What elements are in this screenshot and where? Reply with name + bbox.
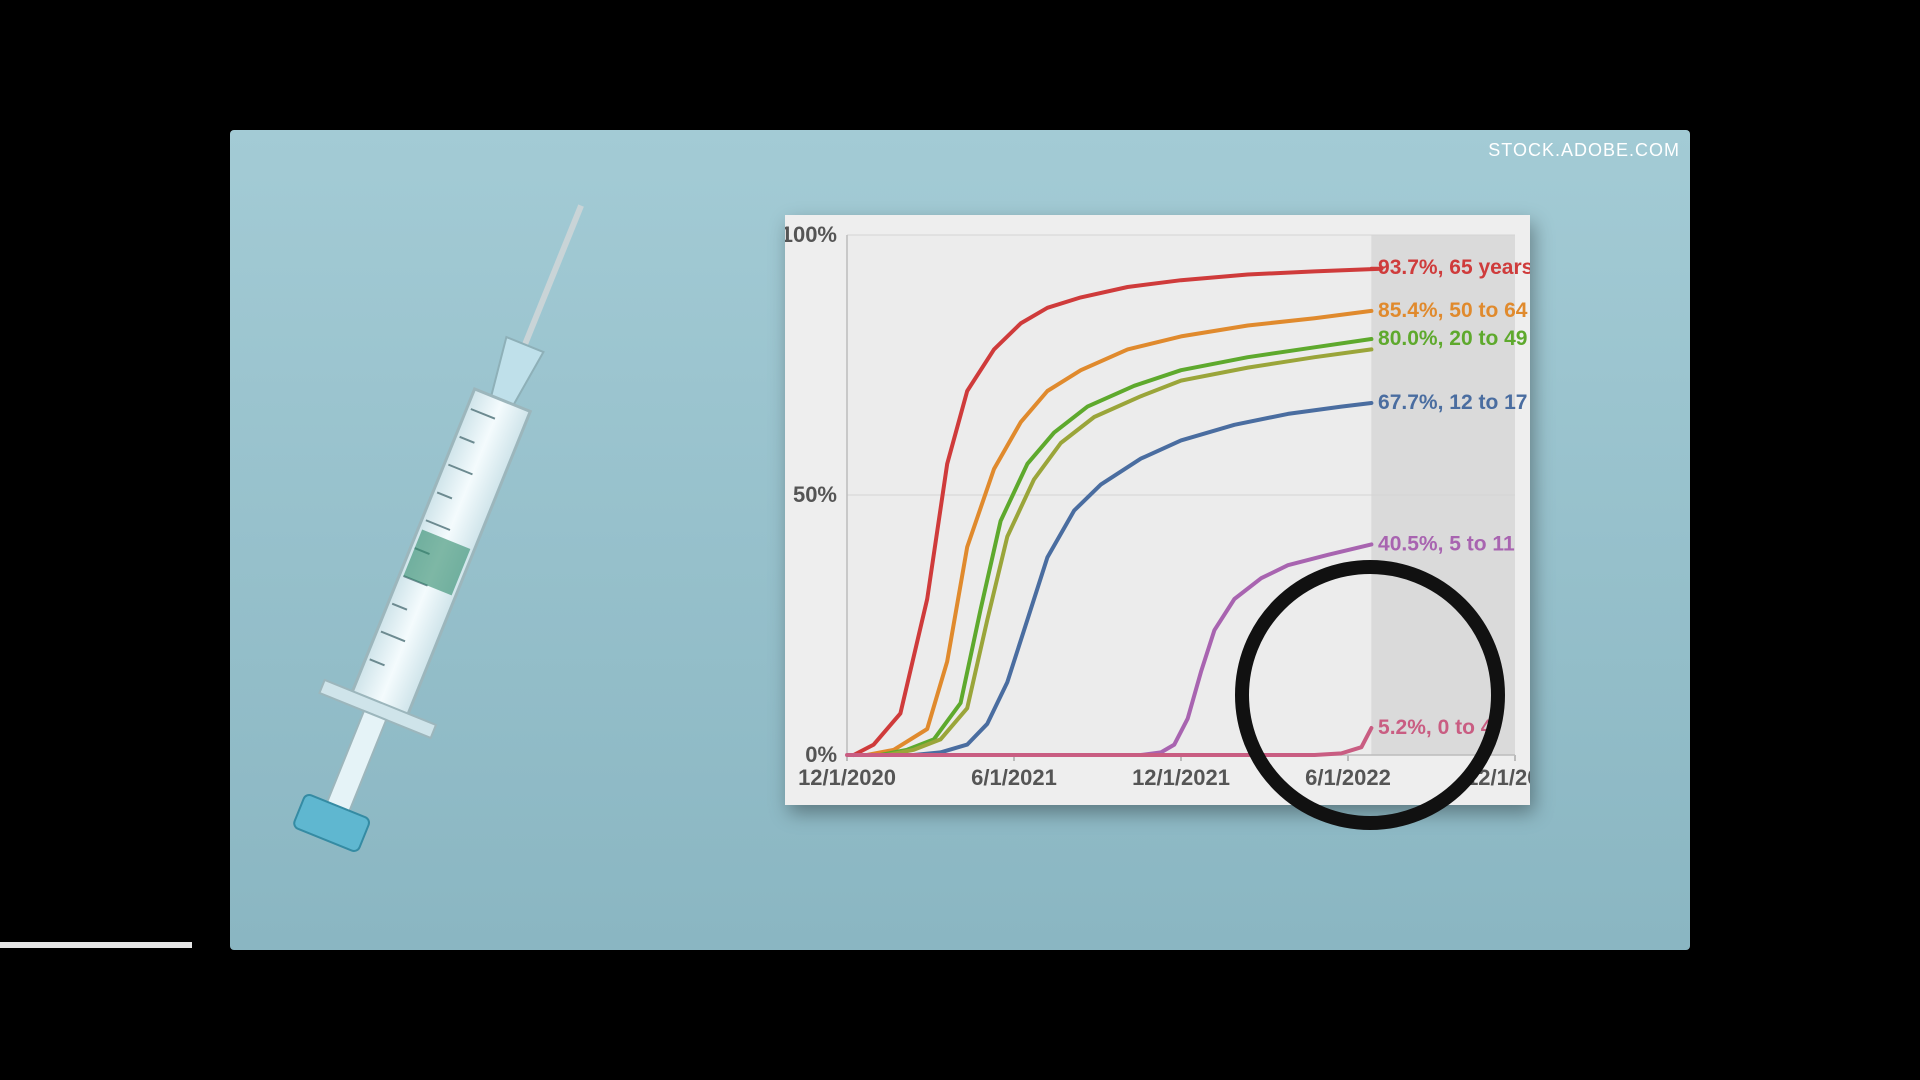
svg-text:12/1/2020: 12/1/2020 — [798, 765, 896, 790]
letterbox-bottom — [0, 950, 1920, 1080]
svg-text:0%: 0% — [805, 742, 837, 767]
syringe-icon — [198, 157, 701, 903]
svg-text:50%: 50% — [793, 482, 837, 507]
stage: 0%50%100%12/1/20206/1/202112/1/20216/1/2… — [230, 130, 1690, 950]
svg-text:67.7%, 12 to 17: 67.7%, 12 to 17 — [1378, 391, 1527, 414]
svg-text:80.0%, 20 to 49: 80.0%, 20 to 49 — [1378, 327, 1527, 350]
video-frame: 0%50%100%12/1/20206/1/202112/1/20216/1/2… — [0, 0, 1920, 1080]
svg-text:6/1/2021: 6/1/2021 — [971, 765, 1057, 790]
svg-text:100%: 100% — [785, 222, 837, 247]
emphasis-circle — [1235, 560, 1505, 830]
svg-text:40.5%, 5 to 11: 40.5%, 5 to 11 — [1378, 532, 1515, 555]
letterbox-top — [0, 0, 1920, 130]
svg-text:85.4%, 50 to 64: 85.4%, 50 to 64 — [1378, 299, 1528, 322]
playback-progress[interactable] — [0, 942, 192, 948]
source-credit: STOCK.ADOBE.COM — [1488, 140, 1680, 161]
svg-text:12/1/2021: 12/1/2021 — [1132, 765, 1230, 790]
svg-text:93.7%, 65 years and older: 93.7%, 65 years and older — [1378, 256, 1530, 279]
